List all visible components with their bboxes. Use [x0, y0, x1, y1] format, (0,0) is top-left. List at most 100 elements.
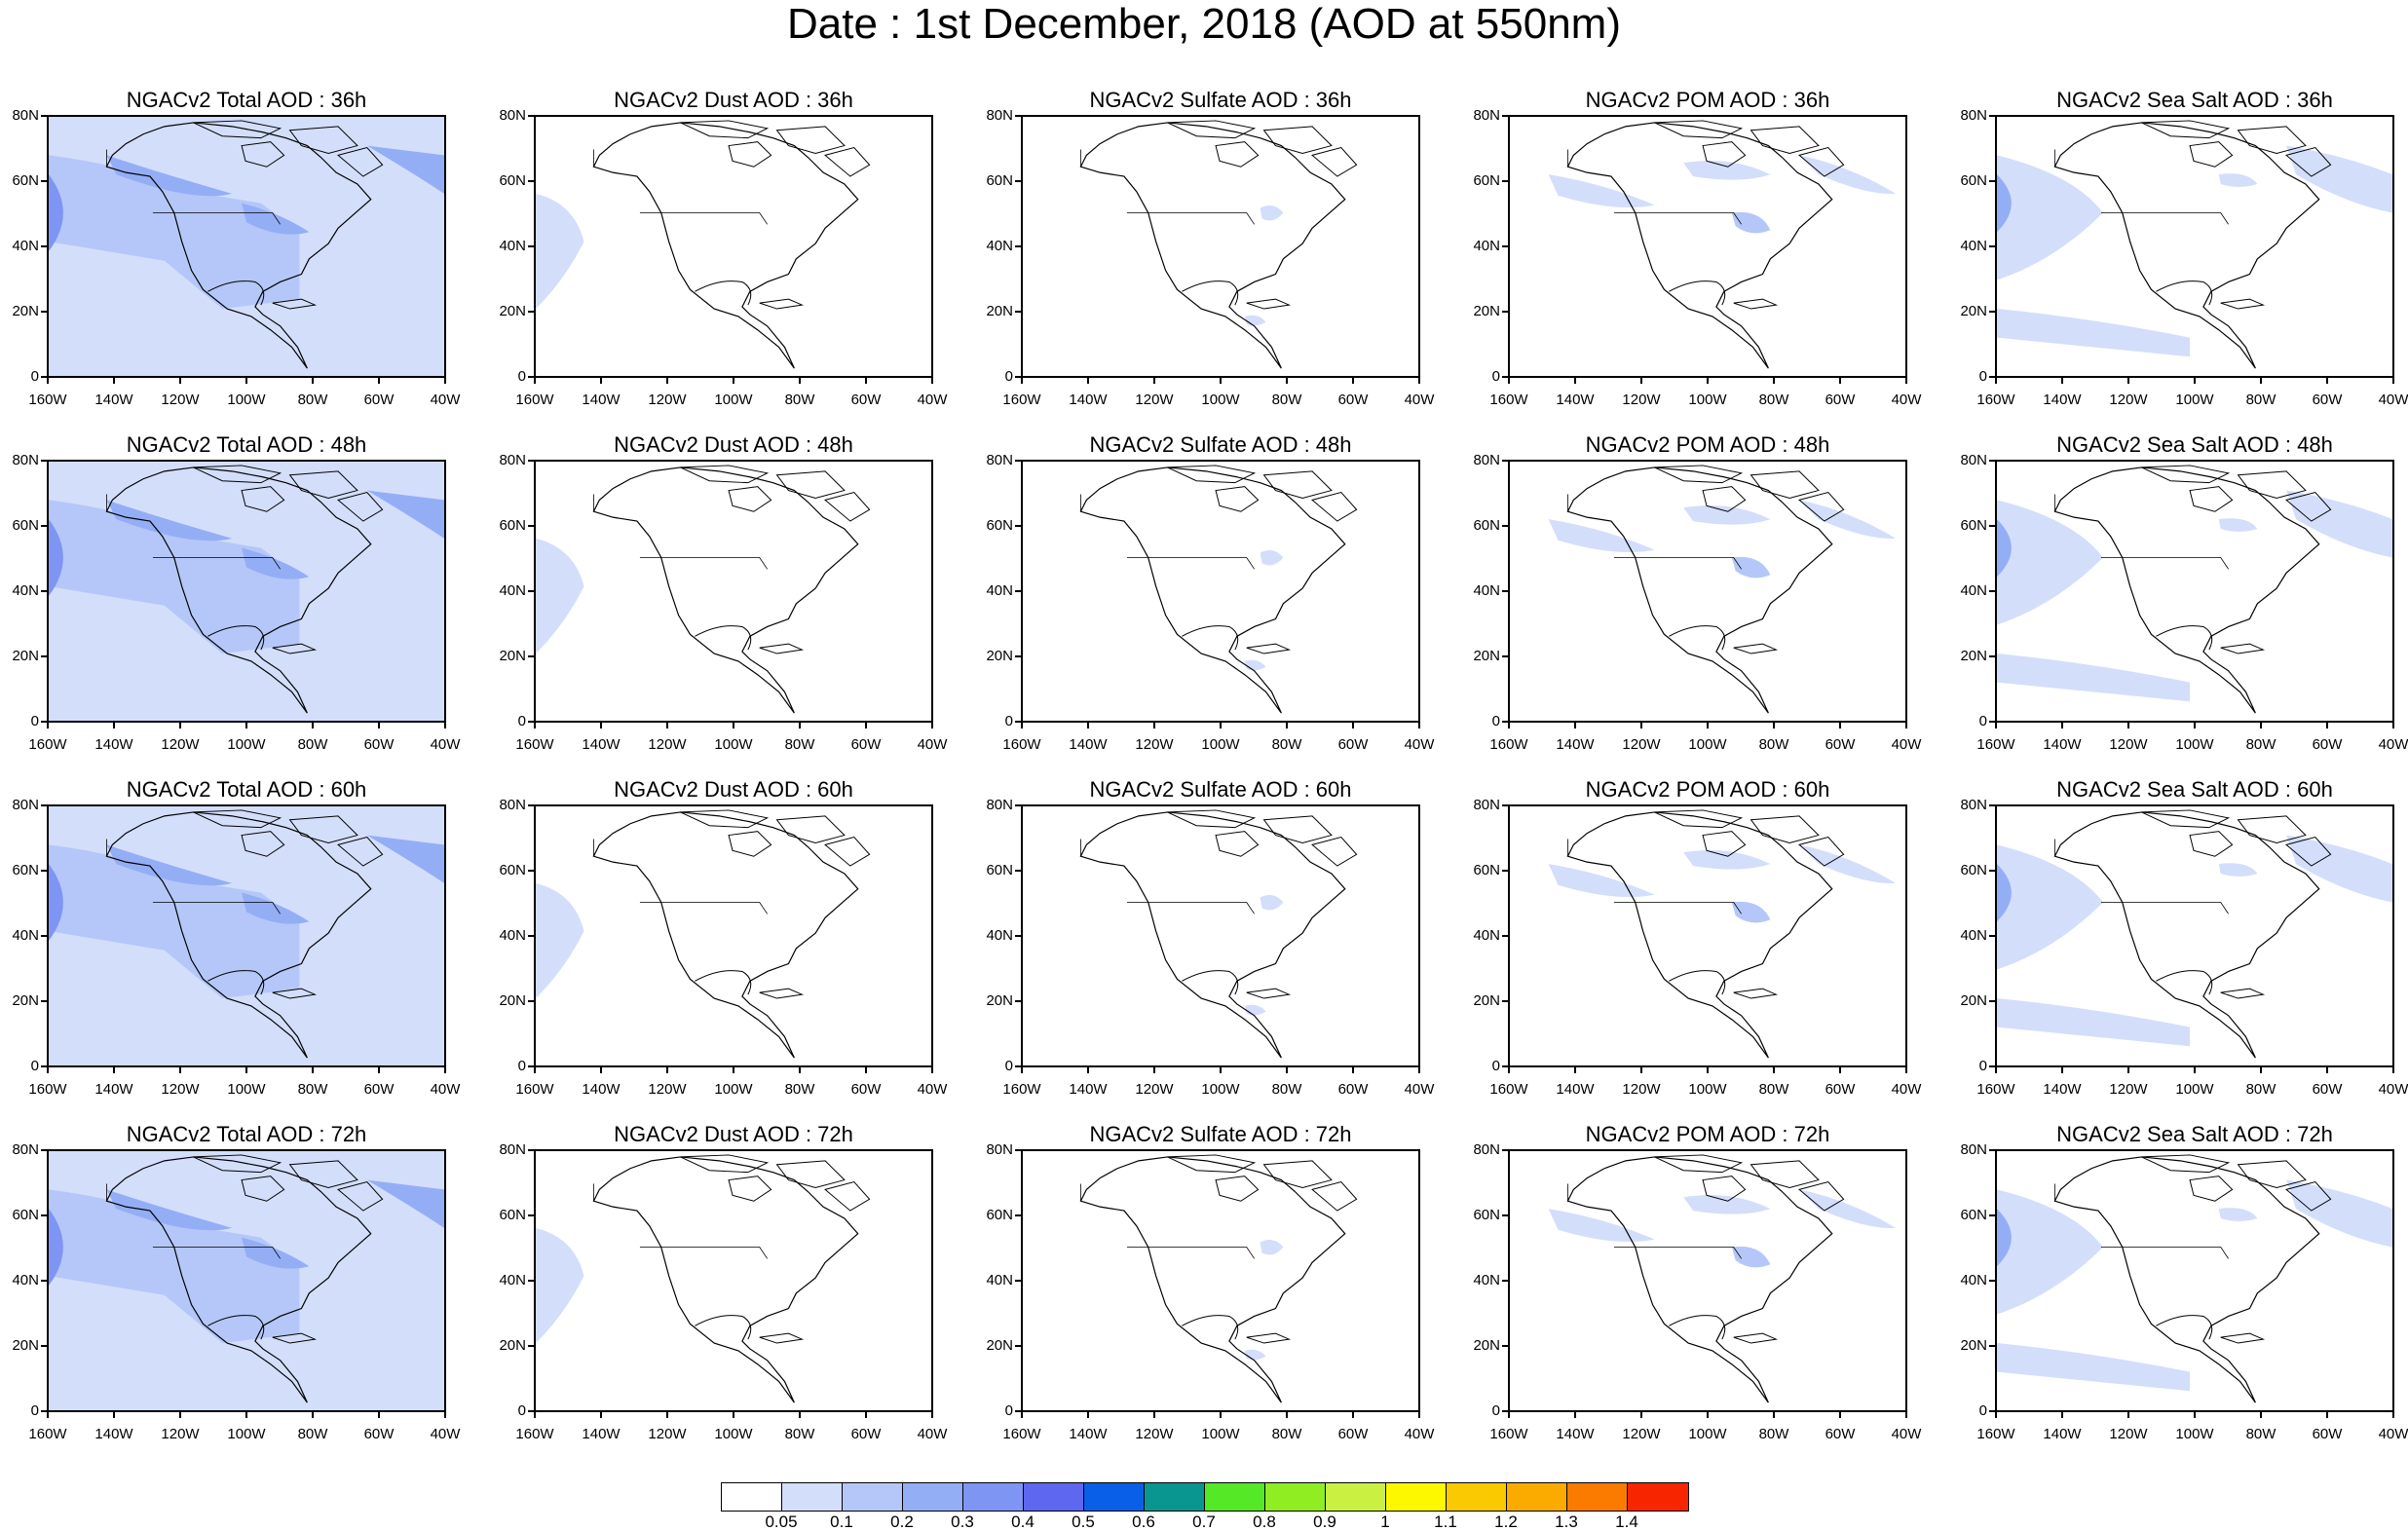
longitude-tick [931, 378, 933, 384]
map-frame [1995, 1149, 2394, 1412]
latitude-tick [41, 1000, 47, 1002]
latitude-tick [1989, 721, 1995, 723]
panel-title: NGACv2 Sulfate AOD : 36h [1089, 88, 1352, 112]
latitude-tick [1502, 1000, 1508, 1002]
longitude-tick-label: 120W [161, 736, 200, 753]
longitude-tick [1905, 378, 1907, 384]
longitude-tick [1707, 723, 1709, 728]
aod-shading [49, 1209, 63, 1286]
island-outline [1311, 836, 1358, 867]
latitude-tick-label: 80N [1960, 797, 1987, 813]
aod-shading [536, 882, 584, 999]
longitude-tick [666, 1067, 668, 1073]
aod-shading [106, 1189, 233, 1231]
map-frame [1508, 1149, 1907, 1412]
latitude-tick [1015, 525, 1021, 527]
latitude-tick-label: 20N [986, 648, 1013, 664]
longitude-tick [113, 1067, 115, 1073]
coastline [2053, 122, 2320, 369]
latitude-tick-label: 40N [499, 1272, 526, 1288]
latitude-tick-label: 0 [1004, 1402, 1013, 1419]
coastline [1182, 970, 1239, 995]
coastline [1669, 280, 1726, 306]
longitude-tick-label: 80W [784, 1081, 815, 1098]
coastline [2156, 970, 2213, 995]
map-panel: NGACv2 Sulfate AOD : 48h 0 20N 40N 60N 80N 160… [974, 432, 1461, 777]
island-outline [1215, 1176, 1260, 1202]
latitude-tick-label: 40N [1960, 238, 1987, 254]
latitude-tick [41, 935, 47, 937]
latitude-tick-label: 60N [12, 172, 39, 189]
map-frame [1508, 460, 1907, 723]
latitude-tick-label: 40N [986, 582, 1013, 599]
longitude-tick-label: 160W [28, 1081, 67, 1098]
latitude-tick-label: 80N [499, 797, 526, 813]
longitude-tick-label: 60W [363, 392, 395, 408]
longitude-tick-label: 140W [1069, 1081, 1108, 1098]
longitude-tick-label: 140W [94, 392, 133, 408]
island-outline [775, 1160, 846, 1188]
longitude-tick [1153, 1067, 1155, 1073]
longitude-tick-label: 40W [2378, 1426, 2408, 1442]
island-outline [1702, 486, 1747, 512]
longitude-tick [799, 378, 801, 384]
longitude-tick [1286, 378, 1288, 384]
longitude-tick-label: 60W [2312, 392, 2343, 408]
aod-shading [1548, 174, 1655, 208]
island-outline [1167, 120, 1257, 139]
colorbar-label: 0.5 [1072, 1512, 1095, 1531]
aod-shading [1799, 155, 1897, 194]
longitude-tick [47, 378, 49, 384]
island-outline [759, 988, 805, 999]
latitude-tick [1502, 1280, 1508, 1282]
latitude-tick-label: 40N [1473, 582, 1500, 599]
country-border [152, 902, 281, 915]
longitude-tick-label: 80W [1271, 1081, 1302, 1098]
island-outline [1750, 1160, 1820, 1188]
longitude-tick [444, 723, 446, 728]
coastline [1079, 122, 1346, 369]
latitude-tick-label: 60N [12, 1207, 39, 1223]
longitude-tick-label: 80W [297, 1426, 328, 1442]
longitude-tick [1905, 1412, 1907, 1418]
latitude-tick [1989, 1000, 1995, 1002]
longitude-tick-label: 100W [2175, 1426, 2214, 1442]
longitude-tick [1839, 1067, 1841, 1073]
latitude-tick [528, 935, 534, 937]
longitude-tick-label: 100W [227, 392, 266, 408]
latitude-tick [1989, 1149, 1995, 1151]
longitude-tick-label: 140W [582, 1426, 621, 1442]
island-outline [241, 1176, 285, 1202]
latitude-tick [1502, 721, 1508, 723]
longitude-tick-label: 140W [94, 1426, 133, 1442]
island-outline [2220, 988, 2266, 999]
aod-shading [1683, 850, 1771, 870]
longitude-tick [2061, 723, 2063, 728]
colorbar-label: 1 [1380, 1512, 1390, 1531]
longitude-tick [1640, 1412, 1642, 1418]
latitude-tick-label: 20N [1473, 648, 1500, 664]
colorbar-label: 0.2 [890, 1512, 914, 1531]
latitude-tick-label: 80N [499, 1141, 526, 1158]
island-outline [728, 1176, 772, 1202]
coastline [695, 1315, 752, 1340]
longitude-tick [2194, 1067, 2196, 1073]
island-outline [272, 298, 318, 310]
longitude-tick [1286, 723, 1288, 728]
longitude-tick-label: 100W [1201, 392, 1240, 408]
latitude-tick-label: 0 [1004, 713, 1013, 729]
map-panel: NGACv2 Sea Salt AOD : 36h 0 20N 40N 60N 80N 16… [1948, 88, 2408, 432]
colorbar-label: 0.1 [830, 1512, 853, 1531]
aod-shading [1260, 895, 1284, 911]
aod-shading [1548, 1209, 1655, 1243]
latitude-tick [1989, 1065, 1995, 1067]
island-outline [1167, 465, 1257, 484]
map-panel: NGACv2 Sea Salt AOD : 48h 0 20N 40N 60N 80N 16… [1948, 432, 2408, 777]
longitude-tick-label: 60W [363, 1081, 395, 1098]
latitude-tick [1015, 870, 1021, 872]
country-border [1613, 902, 1742, 915]
longitude-tick-label: 80W [1758, 392, 1789, 408]
latitude-tick-label: 20N [12, 648, 39, 664]
longitude-tick [1707, 1067, 1709, 1073]
longitude-tick-label: 40W [1891, 1081, 1922, 1098]
